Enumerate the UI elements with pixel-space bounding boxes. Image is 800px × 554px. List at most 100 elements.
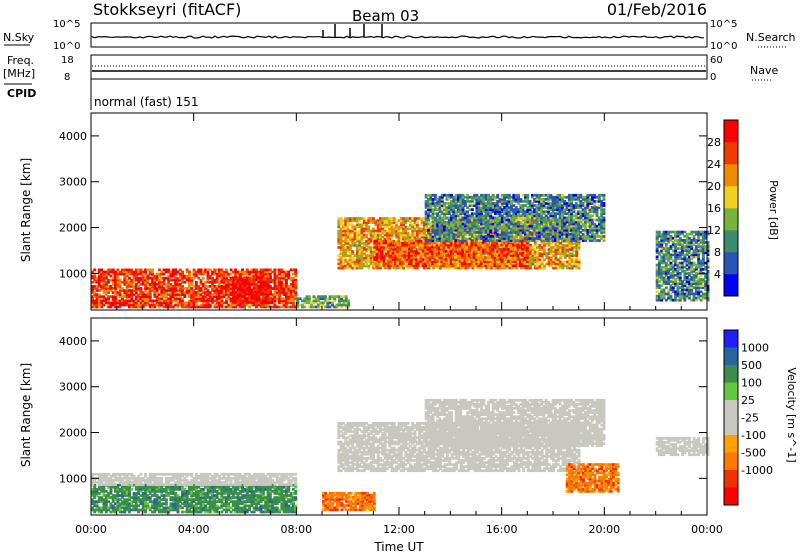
power-cell — [403, 264, 407, 268]
power-cell — [259, 272, 263, 276]
power-cell — [374, 235, 378, 239]
power-cell — [360, 250, 364, 253]
power-cell — [419, 245, 423, 249]
power-cell — [475, 200, 479, 203]
power-cell — [312, 297, 316, 301]
power-cell — [213, 303, 217, 307]
power-cell — [132, 285, 136, 288]
power-cell — [358, 242, 362, 245]
power-cell — [178, 297, 182, 301]
power-cell — [479, 252, 483, 255]
power-cell — [346, 260, 350, 264]
power-cell — [337, 217, 341, 220]
power-cell — [500, 218, 504, 222]
power-cell — [148, 303, 152, 307]
power-cell — [575, 256, 579, 260]
power-cell — [139, 303, 143, 307]
power-cell — [374, 237, 378, 241]
power-cell — [552, 229, 556, 233]
power-cell — [445, 239, 449, 242]
power-cell — [111, 291, 115, 294]
power-cell — [340, 295, 344, 298]
power-cell — [234, 286, 238, 290]
power-cell — [395, 225, 398, 229]
power-cell — [431, 241, 434, 245]
power-cell — [155, 293, 159, 296]
power-cell — [432, 266, 435, 270]
power-cell — [225, 274, 228, 278]
power-cell — [468, 220, 472, 224]
power-cell — [408, 252, 411, 255]
power-cell — [543, 246, 546, 249]
power-cell — [213, 299, 217, 303]
power-cell — [360, 237, 364, 241]
power-cell — [379, 223, 382, 227]
power-cell — [391, 258, 395, 261]
power-cell — [412, 260, 416, 263]
power-cell — [495, 245, 499, 249]
power-cell — [529, 266, 532, 270]
power-cell — [337, 297, 341, 301]
power-cell — [473, 237, 477, 240]
power-cell — [269, 280, 272, 284]
power-cell — [95, 276, 99, 280]
power-cell — [405, 264, 409, 268]
power-cell — [107, 299, 111, 303]
power-cell — [536, 266, 539, 270]
power-cell — [199, 278, 203, 282]
power-cell — [561, 250, 565, 253]
power-cell — [398, 243, 402, 247]
power-cell — [118, 270, 122, 274]
power-cell — [529, 258, 532, 262]
power-cell — [280, 276, 284, 280]
power-cell — [95, 280, 99, 284]
power-cell — [199, 280, 203, 284]
power-cell — [190, 303, 194, 307]
power-cell — [443, 220, 446, 224]
power-cell — [324, 297, 327, 301]
power-cell — [206, 280, 210, 284]
power-cell — [229, 303, 233, 307]
power-cell — [275, 280, 279, 284]
power-cell — [153, 289, 157, 292]
power-cell — [280, 283, 284, 286]
power-cell — [417, 252, 421, 255]
power-cell — [491, 206, 495, 209]
power-cell — [266, 301, 270, 304]
power-cell — [496, 210, 500, 214]
power-cell — [440, 262, 444, 266]
power-cell — [389, 254, 393, 257]
power-cell — [543, 264, 546, 268]
power-cell — [220, 276, 224, 280]
power-cell — [292, 272, 295, 276]
power-cell — [271, 301, 275, 305]
power-cell — [280, 274, 284, 278]
power-cell — [178, 278, 182, 282]
power-cell — [97, 270, 101, 274]
power-cell — [273, 276, 277, 280]
power-cell — [204, 291, 208, 294]
power-cell — [559, 254, 563, 257]
power-cell — [188, 303, 191, 307]
power-cell — [415, 229, 419, 233]
power-cell — [137, 289, 141, 292]
power-cell — [440, 239, 444, 242]
power-cell — [540, 260, 544, 264]
power-cell — [463, 245, 467, 249]
power-cell — [128, 272, 131, 276]
power-cell — [449, 256, 453, 259]
power-cell — [369, 252, 373, 255]
power-cell — [436, 200, 440, 203]
power-cell — [489, 235, 493, 238]
power-cell — [394, 260, 397, 263]
power-cell — [431, 198, 435, 201]
power-cell — [190, 276, 194, 280]
power-cell — [500, 216, 504, 220]
power-cell — [498, 222, 502, 226]
power-cell — [459, 231, 463, 234]
power-cell — [538, 258, 542, 262]
power-cell — [155, 289, 159, 292]
power-cell — [243, 296, 247, 300]
power-cell — [429, 208, 433, 211]
power-cell — [243, 292, 247, 296]
